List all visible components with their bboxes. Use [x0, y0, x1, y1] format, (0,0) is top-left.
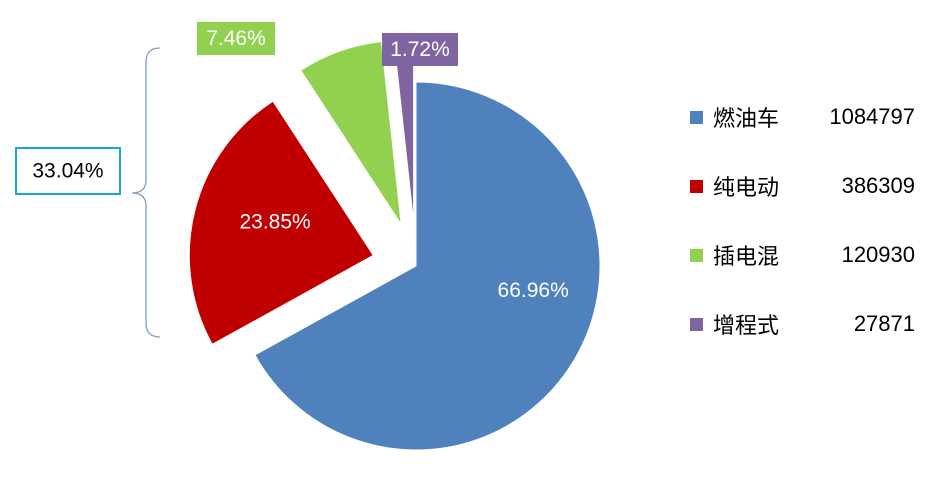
pie-slice-0: [254, 81, 601, 451]
legend-swatch: [690, 110, 703, 124]
slice-label-box: [382, 33, 458, 66]
legend-value: 120930: [841, 242, 915, 267]
legend-value: 1084797: [829, 104, 915, 129]
legend-swatch: [690, 179, 703, 193]
legend-item: 插电混 120930: [690, 242, 915, 269]
pie-slice-2: [300, 41, 402, 225]
legend-label: 纯电动: [713, 175, 780, 200]
legend-value: 386309: [841, 173, 915, 198]
slice-label-box: [197, 22, 275, 55]
legend-label: 增程式: [713, 313, 780, 338]
legend-swatch: [690, 248, 703, 262]
slice-data-label: 66.96%: [498, 279, 569, 302]
slice-data-label: 23.85%: [239, 210, 310, 233]
legend-label: 燃油车: [713, 106, 780, 131]
legend-swatch: [690, 317, 703, 331]
legend-item: 纯电动 386309: [690, 173, 915, 200]
group-label-box: [15, 147, 121, 195]
legend-item: 增程式 27871: [690, 311, 915, 338]
group-brace: [131, 47, 161, 338]
pie-slice-1: [188, 100, 375, 346]
slice-data-label: 7.46%: [206, 27, 266, 50]
group-percent-label: 33.04%: [32, 160, 103, 183]
legend-label: 插电混: [713, 244, 780, 269]
legend: 燃油车 1084797 纯电动 386309 插电混 120930 增程式 27871: [690, 104, 915, 381]
legend-item: 燃油车 1084797: [690, 104, 915, 131]
legend-value: 27871: [853, 311, 915, 336]
slice-data-label: 1.72%: [390, 38, 450, 61]
